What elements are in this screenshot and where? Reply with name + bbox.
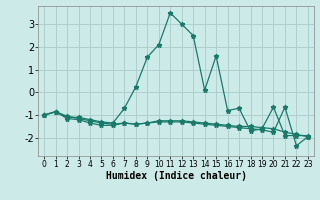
X-axis label: Humidex (Indice chaleur): Humidex (Indice chaleur) — [106, 171, 246, 181]
